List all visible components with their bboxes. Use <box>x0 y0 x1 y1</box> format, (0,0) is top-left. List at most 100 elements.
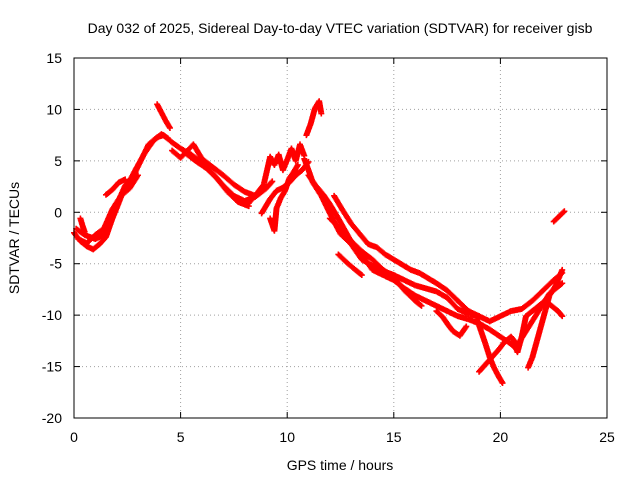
series-track-18 <box>433 308 470 339</box>
data-marker-trail <box>455 298 471 313</box>
data-marker-trail <box>255 182 266 195</box>
data-point <box>559 313 566 320</box>
data-point <box>166 124 173 131</box>
data-marker-trail <box>318 194 333 215</box>
data-marker-trail <box>191 142 205 161</box>
grid-lines <box>74 58 607 418</box>
data-marker-trail <box>214 176 230 194</box>
data-marker-trail <box>287 170 296 181</box>
chart-title: Day 032 of 2025, Sidereal Day-to-day VTE… <box>88 20 593 36</box>
data-marker-trail <box>549 303 560 314</box>
data-point <box>134 172 141 179</box>
data-marker-trail <box>374 245 388 257</box>
data-marker-trail <box>210 164 226 178</box>
data-marker-trail <box>402 288 418 303</box>
plot-frame <box>73 57 608 419</box>
data-point <box>122 176 129 183</box>
series-track-10 <box>267 161 301 234</box>
data-marker-trail <box>281 180 292 190</box>
data-marker-trail <box>193 158 208 171</box>
data-marker-trail <box>170 140 183 151</box>
data-marker-trail <box>127 173 141 191</box>
data-marker-trail <box>101 207 115 231</box>
data-marker-trail <box>331 194 345 212</box>
data-point <box>463 323 470 330</box>
axis-ticks: 0 5 10 15 20 25 -20 -15 -10 -5 0 5 10 15 <box>42 50 615 445</box>
data-point <box>559 266 566 273</box>
data-marker-trail <box>349 239 364 254</box>
data-marker-trail <box>225 189 241 204</box>
data-marker-trail <box>541 278 556 293</box>
data-marker-trail <box>97 235 109 247</box>
data-marker-trail <box>370 257 386 272</box>
data-marker-trail <box>530 288 545 303</box>
data-marker-trail <box>200 156 215 170</box>
series-track-9 <box>245 141 308 207</box>
data-marker-trail <box>287 173 298 185</box>
data-marker-trail <box>119 186 132 198</box>
data-marker-trail <box>110 180 121 192</box>
data-marker-trail <box>555 309 565 319</box>
data-point <box>269 178 276 185</box>
series-track-6 <box>154 101 173 131</box>
series-track-8 <box>181 149 252 210</box>
data-marker-trail <box>530 303 541 314</box>
data-marker-trail <box>447 324 456 334</box>
y-axis-label: SDTVAR / TECUs <box>6 182 22 294</box>
data-marker-trail <box>361 255 375 272</box>
data-point <box>559 280 566 287</box>
data-marker-trail <box>107 206 120 226</box>
data-marker-trail <box>349 221 362 236</box>
data-marker-trail <box>183 150 198 163</box>
data-marker-trail <box>338 226 354 243</box>
data-marker-trail <box>445 288 460 303</box>
series-track-17 <box>335 251 365 279</box>
series-track-16 <box>326 215 425 309</box>
data-marker-trail <box>556 211 565 220</box>
data-point <box>561 208 568 215</box>
data-series-layer <box>71 98 568 387</box>
data-marker-trail <box>360 249 375 262</box>
data-marker-trail <box>93 226 106 238</box>
data-marker-trail <box>268 188 279 201</box>
x-tick-label: 5 <box>177 429 185 445</box>
data-marker-trail <box>413 298 424 309</box>
x-tick-label: 25 <box>599 429 615 445</box>
data-marker-trail <box>353 247 366 260</box>
data-point <box>499 380 506 387</box>
data-point <box>81 228 88 235</box>
data-marker-trail <box>232 182 247 194</box>
data-marker-trail <box>327 202 341 221</box>
data-marker-trail <box>489 348 501 360</box>
series-track-4 <box>77 215 88 235</box>
y-tick-label: 5 <box>54 153 62 169</box>
data-marker-trail <box>353 267 364 278</box>
y-tick-label: 15 <box>46 50 62 66</box>
series-track-11 <box>258 158 312 217</box>
data-marker-trail <box>91 242 102 252</box>
data-marker-trail <box>221 173 236 187</box>
data-marker-trail <box>327 216 343 231</box>
data-marker-trail <box>345 260 358 272</box>
data-point <box>418 302 425 309</box>
y-tick-label: 0 <box>54 204 62 220</box>
data-marker-trail <box>293 167 305 178</box>
data-point <box>476 313 483 320</box>
series-track-5 <box>102 176 129 198</box>
series-track-20 <box>473 316 506 387</box>
series-track-3 <box>75 172 141 247</box>
data-marker-trail <box>312 182 326 197</box>
data-marker-trail <box>74 226 87 238</box>
x-axis-label: GPS time / hours <box>287 457 394 473</box>
data-marker-trail <box>104 187 115 197</box>
data-marker-trail <box>84 232 98 246</box>
data-marker-trail <box>271 206 280 233</box>
x-tick-label: 20 <box>493 429 509 445</box>
data-marker-trail <box>553 268 565 287</box>
data-marker-trail <box>434 309 445 320</box>
y-tick-label: 10 <box>46 101 62 117</box>
y-tick-label: -20 <box>42 410 62 426</box>
data-marker-trail <box>340 208 354 226</box>
